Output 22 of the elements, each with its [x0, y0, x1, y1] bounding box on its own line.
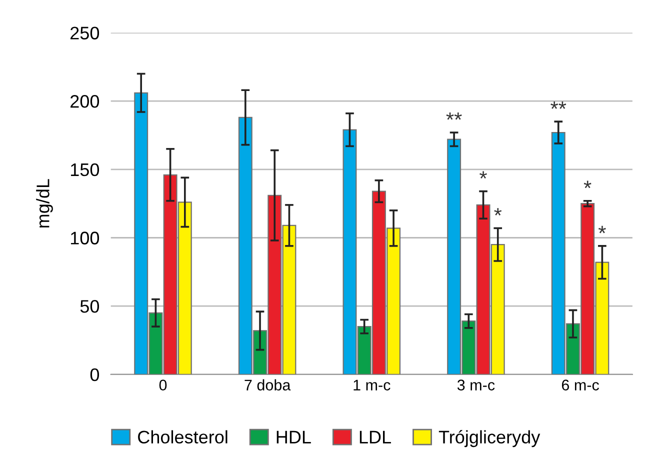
x-tick-label: 3 m-c: [457, 380, 495, 390]
legend-label: HDL: [276, 430, 311, 444]
y-tick-label: 250: [70, 26, 100, 40]
y-tick-label: 200: [70, 95, 100, 108]
y-tick-label: 50: [80, 300, 100, 313]
data-label: **: [446, 112, 462, 120]
legend-label: LDL: [360, 430, 391, 444]
legend-label: Cholesterol: [138, 430, 228, 444]
y-tick-label: 150: [70, 163, 100, 176]
y-axis-title: mg/dL: [36, 179, 53, 228]
data-label: **: [550, 102, 566, 109]
data-label: *: [598, 226, 606, 234]
y-tick-label: 100: [70, 232, 100, 244]
data-label: *: [584, 180, 592, 188]
legend-label: Trójglicerydy: [438, 430, 540, 448]
x-tick-label: 6 m-c: [562, 380, 599, 390]
y-tick-label: 0: [90, 368, 100, 382]
data-label: *: [494, 208, 502, 216]
data-label: *: [480, 171, 487, 179]
x-tick-label: 0: [159, 380, 167, 390]
x-tick-label: 7 doba: [244, 379, 291, 390]
x-tick-label: 1 m-c: [354, 380, 390, 390]
